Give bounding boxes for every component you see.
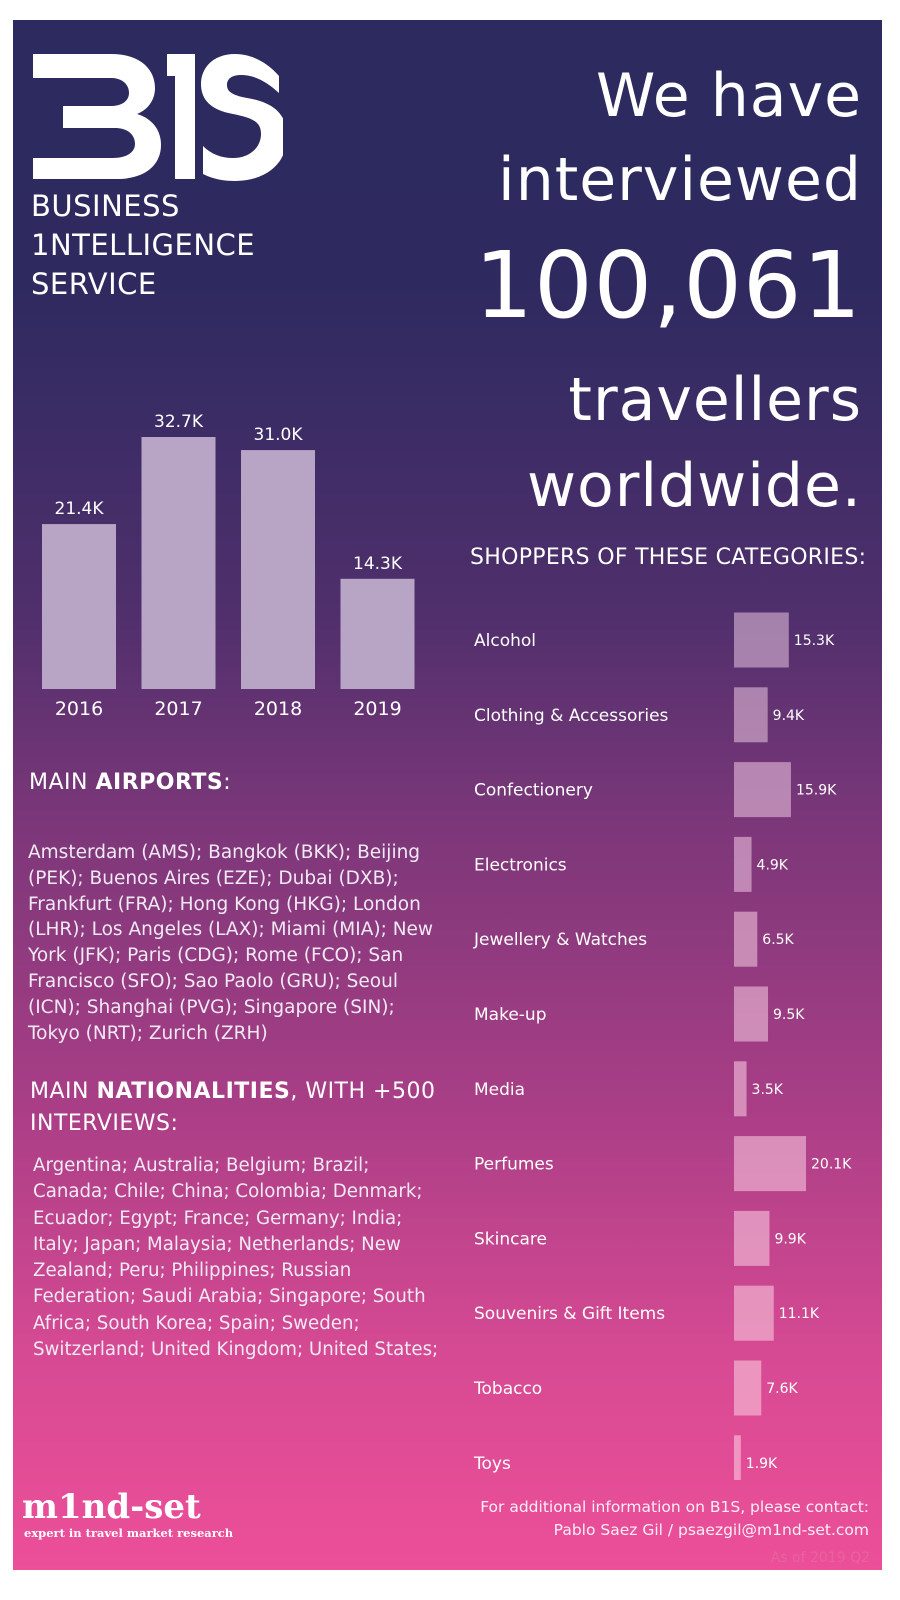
m1nd-set-logo-text: m1nd-set (22, 1487, 201, 1527)
category-label: Perfumes (474, 1155, 554, 1175)
category-value-label: 4.9K (757, 857, 789, 873)
b1s-logo (33, 54, 283, 181)
category-label: Jewellery & Watches (473, 930, 647, 950)
category-bar (734, 687, 768, 743)
year-bar-value-label: 14.3K (353, 554, 403, 574)
category-label: Alcohol (474, 631, 536, 651)
year-axis-label: 2019 (353, 698, 401, 720)
category-label: Media (474, 1080, 525, 1100)
year-bar-value-label: 21.4K (55, 499, 105, 519)
interviews-by-year-chart: 21.4K 2016 32.7K 2017 31.0K 2018 14.3K 2019 (42, 412, 415, 720)
m1nd-set-logo-tagline: expert in travel market research (24, 1526, 234, 1540)
headline-count: 100,061 (474, 232, 862, 339)
airports-title: MAIN AIRPORTS: (29, 770, 232, 795)
category-bar (734, 1061, 747, 1117)
category-value-label: 15.9K (796, 783, 837, 799)
category-bar (734, 1360, 762, 1416)
category-label: Tobacco (473, 1379, 542, 1399)
infographic-panel: BUSINESS 1NTELLIGENCE SERVICE We have in… (13, 20, 882, 1570)
category-label: Souvenirs & Gift Items (474, 1304, 665, 1324)
category-bar (734, 1285, 774, 1341)
brand-tagline: BUSINESS 1NTELLIGENCE SERVICE (31, 189, 256, 301)
as-of-label: As of 2019 Q2 (770, 1550, 870, 1566)
nationalities-list: Argentina; Australia; Belgium; Brazil; C… (33, 1155, 439, 1361)
categories-title: SHOPPERS OF THESE CATEGORIES: (470, 545, 867, 570)
category-bar (734, 1435, 741, 1480)
category-value-label: 9.9K (774, 1231, 806, 1247)
category-bar (734, 836, 752, 892)
m1nd-set-logo: m1nd-set expert in travel market researc… (22, 1487, 234, 1540)
category-label: Make-up (474, 1005, 546, 1025)
category-value-label: 7.6K (766, 1381, 798, 1397)
contact-line-2: Pablo Saez Gil / psaezgil@m1nd-set.com (553, 1521, 869, 1539)
categories-chart: Alcohol 15.3K Clothing & Accessories 9.4K Co… (473, 612, 852, 1480)
year-bar-2016 (42, 524, 116, 689)
category-label: Confectionery (474, 781, 593, 801)
headline-line-2: interviewed (498, 145, 862, 215)
category-bar (734, 986, 769, 1042)
headline-line-5: worldwide. (526, 451, 862, 521)
year-bar-value-label: 32.7K (154, 412, 204, 432)
contact-info: For additional information on B1S, pleas… (480, 1496, 869, 1542)
contact-line-1: For additional information on B1S, pleas… (480, 1498, 869, 1516)
year-bar-2017 (141, 437, 216, 689)
year-bar-2018 (241, 450, 315, 689)
category-value-label: 9.4K (773, 708, 805, 724)
category-value-label: 20.1K (811, 1157, 852, 1173)
category-label: Skincare (474, 1229, 547, 1249)
headline-line-1: We have (595, 61, 862, 131)
category-bar (734, 911, 758, 967)
year-axis-label: 2016 (55, 698, 103, 720)
category-value-label: 1.9K (746, 1456, 778, 1472)
category-value-label: 15.3K (794, 633, 835, 649)
category-value-label: 3.5K (752, 1082, 784, 1098)
year-axis-label: 2018 (254, 698, 302, 720)
year-bar-2019 (340, 578, 415, 689)
category-label: Clothing & Accessories (474, 706, 669, 726)
category-bar (734, 1136, 806, 1192)
airports-list: Amsterdam (AMS); Bangkok (BKK); Beijing … (28, 842, 434, 1044)
nationalities-title: MAIN NATIONALITIES, WITH +500 INTERVIEWS… (30, 1079, 436, 1136)
category-value-label: 11.1K (779, 1306, 820, 1322)
year-axis-label: 2017 (154, 698, 202, 720)
category-value-label: 9.5K (773, 1007, 805, 1023)
category-bar (734, 1210, 770, 1266)
category-bar (734, 762, 791, 818)
category-label: Toys (473, 1454, 511, 1474)
category-bar (734, 612, 789, 668)
year-bar-value-label: 31.0K (254, 425, 304, 445)
headline-line-4: travellers (568, 365, 862, 435)
category-value-label: 6.5K (762, 932, 794, 948)
category-label: Electronics (474, 855, 567, 875)
